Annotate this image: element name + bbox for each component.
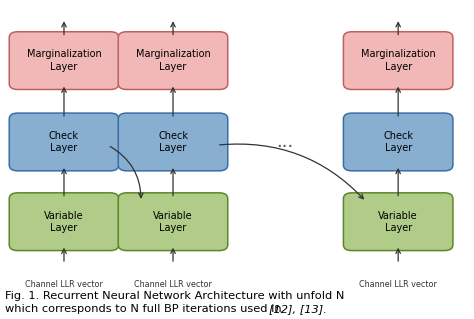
Text: Check
Layer: Check Layer xyxy=(49,131,79,153)
Text: Check
Layer: Check Layer xyxy=(383,131,413,153)
Text: Fig. 1. Recurrent Neural Network Architecture with unfold N: Fig. 1. Recurrent Neural Network Archite… xyxy=(5,292,344,301)
FancyBboxPatch shape xyxy=(343,113,453,171)
Text: Marginalization
Layer: Marginalization Layer xyxy=(136,49,210,72)
Text: Channel LLR vector: Channel LLR vector xyxy=(359,280,437,289)
Text: Variable
Layer: Variable Layer xyxy=(153,211,193,233)
FancyBboxPatch shape xyxy=(9,113,119,171)
Text: [12], [13].: [12], [13]. xyxy=(269,304,327,314)
Text: which corresponds to N full BP iterations used in: which corresponds to N full BP iteration… xyxy=(5,304,285,314)
Text: ...: ... xyxy=(276,133,293,151)
FancyBboxPatch shape xyxy=(118,32,228,90)
FancyBboxPatch shape xyxy=(118,193,228,251)
Text: Check
Layer: Check Layer xyxy=(158,131,188,153)
FancyBboxPatch shape xyxy=(9,193,119,251)
FancyBboxPatch shape xyxy=(9,32,119,90)
Text: Channel LLR vector: Channel LLR vector xyxy=(25,280,103,289)
Text: Variable
Layer: Variable Layer xyxy=(378,211,418,233)
Text: Channel LLR vector: Channel LLR vector xyxy=(134,280,212,289)
Text: Marginalization
Layer: Marginalization Layer xyxy=(361,49,436,72)
Text: Variable
Layer: Variable Layer xyxy=(44,211,84,233)
Text: Marginalization
Layer: Marginalization Layer xyxy=(27,49,101,72)
FancyBboxPatch shape xyxy=(343,193,453,251)
FancyBboxPatch shape xyxy=(118,113,228,171)
FancyBboxPatch shape xyxy=(343,32,453,90)
